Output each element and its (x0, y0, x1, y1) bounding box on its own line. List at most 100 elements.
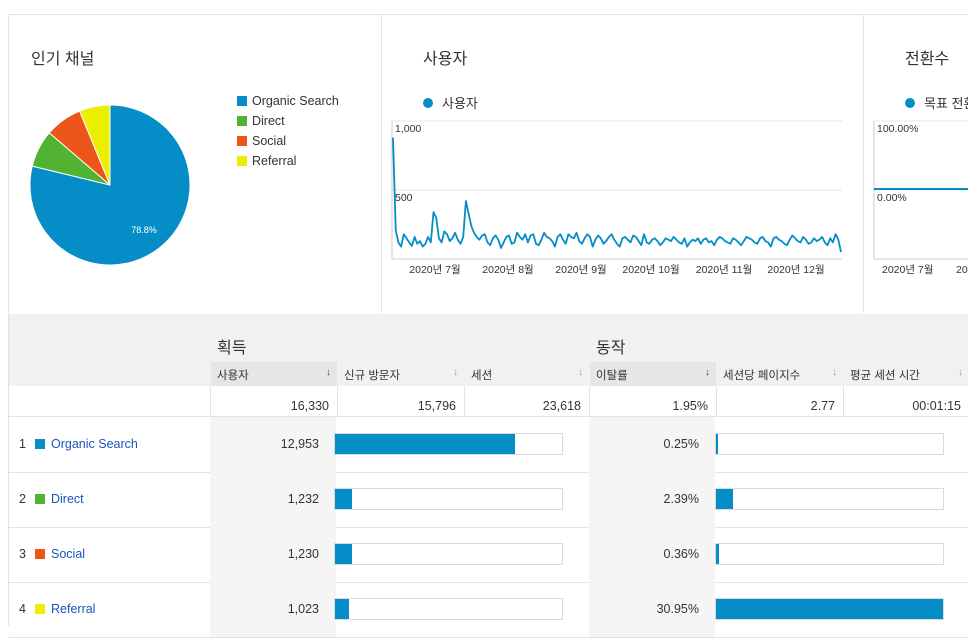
bounce-bar-fill (716, 544, 719, 564)
legend-label: Organic Search (252, 94, 339, 108)
col-header-label: 세션 (471, 370, 493, 382)
conversions-legend[interactable]: 목표 전환 (905, 93, 968, 112)
users-bar-fill (335, 489, 353, 509)
legend-item-organic[interactable]: Organic Search (237, 91, 339, 111)
total-users: 16,330 (210, 386, 337, 416)
legend-dot (905, 97, 915, 108)
row-color-swatch (35, 494, 45, 504)
users-bar-fill (335, 599, 350, 619)
table-row: 3 Social 1,230 0.36% (9, 527, 968, 583)
legend-swatch (237, 156, 247, 166)
bounce-bar-fill (716, 434, 718, 454)
table-row: 2 Direct 1,232 2.39% (9, 472, 968, 528)
sort-arrow-icon: ↓ (578, 367, 583, 378)
overview-panels: 인기 채널 78.8% Organic Search Direct Social… (8, 14, 968, 313)
users-bar (334, 488, 563, 510)
bounce-cell-bg (589, 527, 715, 582)
users-line-chart[interactable]: 1,000 500 2020년 7월 2020년 8월 2020년 9월 2020년 10… (382, 15, 863, 313)
x-tick-label: 2020년 9월 (555, 264, 606, 276)
channel-link-social[interactable]: Social (51, 547, 86, 561)
users-legend[interactable]: 사용자 (423, 93, 478, 112)
conversions-title: 전환수 (905, 51, 950, 68)
col-header-avg-session-time[interactable]: 평균 세션 시간 ↓ (844, 362, 968, 386)
legend-item-social[interactable]: Social (237, 131, 339, 151)
sort-arrow-icon: ↓ (326, 367, 331, 378)
legend-swatch (237, 136, 247, 146)
row-number: 1 (19, 437, 26, 451)
total-avg-session-time: 00:01:15 (843, 386, 968, 416)
legend-item-referral[interactable]: Referral (237, 151, 339, 171)
total-sessions: 23,618 (464, 386, 589, 416)
total-pages-per-session: 2.77 (716, 386, 843, 416)
bounce-bar-fill (716, 489, 734, 509)
bounce-bar (715, 543, 944, 565)
col-header-bounce-rate[interactable]: 이탈률 ↓ (590, 362, 716, 386)
group-acquisition: 획득 (217, 340, 247, 357)
users-bar-fill (335, 544, 353, 564)
sort-arrow-icon: ↓ (958, 367, 963, 378)
users-value: 1,230 (287, 547, 319, 561)
totals-row: 16,330 15,796 23,618 1.95% 2.77 00:01:15 (9, 386, 968, 417)
conversions-line-chart[interactable]: 100.00% 0.00% 2020년 7월 20 (864, 15, 968, 313)
top-channels-panel: 인기 채널 78.8% Organic Search Direct Social… (9, 15, 382, 313)
legend-label: Social (252, 134, 287, 148)
group-behavior: 동작 (596, 340, 626, 357)
top-channels-title: 인기 채널 (31, 51, 95, 68)
conversions-panel: 전환수 목표 전환 100.00% 0.00% 2020년 7월 20 (864, 15, 968, 313)
legend-label: Referral (252, 154, 297, 168)
users-cell-bg (210, 417, 336, 472)
total-bounce-rate: 1.95% (589, 386, 716, 416)
bounce-value: 0.36% (663, 547, 699, 561)
legend-label: 목표 전환 (924, 96, 968, 111)
bounce-value: 30.95% (656, 602, 699, 616)
legend-label: 사용자 (442, 96, 478, 111)
channel-link-referral[interactable]: Referral (51, 602, 96, 616)
users-bar-fill (335, 434, 515, 454)
bounce-value: 2.39% (663, 492, 699, 506)
users-value: 1,023 (287, 602, 319, 616)
bounce-cell-bg (589, 417, 715, 472)
x-tick-label: 2020년 7월 (882, 264, 933, 276)
row-color-swatch (35, 604, 45, 614)
y-tick-label: 100.00% (877, 123, 918, 135)
sort-arrow-icon: ↓ (832, 367, 837, 378)
pie-chart[interactable]: 78.8% (9, 85, 209, 285)
sort-arrow-icon: ↓ (705, 367, 710, 378)
col-header-sessions[interactable]: 세션 ↓ (465, 362, 589, 386)
users-value: 12,953 (280, 437, 319, 451)
y-tick-label: 0.00% (877, 192, 907, 204)
users-bar (334, 598, 563, 620)
row-number: 4 (19, 602, 26, 616)
bounce-value: 0.25% (663, 437, 699, 451)
legend-dot (423, 97, 433, 108)
col-header-label: 이탈률 (596, 370, 628, 382)
col-header-users[interactable]: 사용자 ↓ (211, 362, 337, 386)
legend-swatch (237, 96, 247, 106)
users-cell-bg (210, 527, 336, 582)
users-cell-bg (210, 472, 336, 527)
legend-label: Direct (252, 114, 285, 128)
bounce-bar (715, 488, 944, 510)
bounce-bar-fill (716, 599, 943, 619)
legend-item-direct[interactable]: Direct (237, 111, 339, 131)
bounce-bar (715, 598, 944, 620)
x-tick-label: 2020년 7월 (409, 264, 460, 276)
pie-slice-referral[interactable] (78, 104, 111, 186)
sort-arrow-icon: ↓ (453, 367, 458, 378)
col-header-pages-per-session[interactable]: 세션당 페이지수 ↓ (717, 362, 843, 386)
bounce-cell-bg (589, 472, 715, 527)
row-number: 3 (19, 547, 26, 561)
channel-link-direct[interactable]: Direct (51, 492, 84, 506)
x-tick-label: 2020년 12월 (767, 264, 824, 276)
table-row: 4 Referral 1,023 30.95% (9, 582, 968, 638)
channels-legend: Organic Search Direct Social Referral (237, 91, 339, 171)
pie-slice-label: 78.8% (131, 225, 157, 235)
col-header-new-visitors[interactable]: 신규 방문자 ↓ (338, 362, 464, 386)
legend-swatch (237, 116, 247, 126)
users-panel: 사용자 사용자 1,000 500 2020년 7월 2020년 8월 2020년 9월… (382, 15, 864, 313)
x-tick-label: 2020년 8월 (482, 264, 533, 276)
bounce-bar (715, 433, 944, 455)
users-series-line[interactable] (392, 137, 842, 253)
col-header-label: 평균 세션 시간 (850, 370, 920, 382)
channel-link-organic-search[interactable]: Organic Search (51, 437, 138, 451)
